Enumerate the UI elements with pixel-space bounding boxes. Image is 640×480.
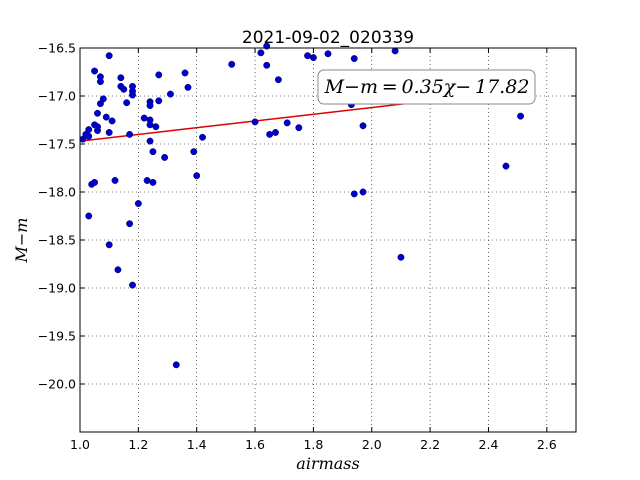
y-tick-label: −20.0: [38, 377, 76, 392]
data-point: [146, 121, 154, 129]
x-tick-label: 2.4: [479, 437, 499, 452]
data-point: [94, 109, 101, 117]
annotation-text: M−m = 0.35χ− 17.82: [324, 76, 530, 98]
data-point: [184, 83, 192, 91]
data-point: [283, 119, 291, 127]
x-tick-label: 2.6: [537, 437, 557, 452]
y-tick-label: −19.0: [38, 281, 76, 296]
data-point: [359, 122, 367, 130]
y-tick-label: −16.5: [38, 41, 76, 56]
data-point: [228, 60, 236, 68]
data-point: [105, 52, 113, 60]
y-axis-label: M−m: [12, 218, 31, 264]
data-point: [263, 61, 271, 69]
data-point: [126, 220, 134, 228]
data-point: [114, 266, 122, 274]
data-point: [324, 50, 332, 58]
data-point: [155, 97, 163, 105]
data-point: [359, 188, 367, 196]
data-point: [126, 130, 134, 138]
data-point: [172, 361, 180, 369]
x-axis-label: airmass: [296, 454, 359, 473]
y-tick-label: −18.0: [38, 185, 76, 200]
data-point: [105, 129, 113, 136]
data-point: [94, 127, 101, 135]
data-point: [295, 124, 303, 132]
x-tick-label: 1.0: [70, 437, 90, 452]
data-point: [102, 113, 110, 121]
data-point: [129, 91, 136, 99]
data-point: [96, 73, 104, 81]
data-point: [274, 76, 282, 84]
data-point: [350, 55, 358, 63]
data-point: [266, 130, 274, 138]
data-point: [391, 47, 399, 55]
y-tick-label: −18.5: [38, 233, 76, 248]
data-point: [91, 67, 99, 75]
chart-title: 2021-09-02_020339: [242, 28, 414, 48]
data-point: [129, 281, 136, 289]
data-point: [140, 114, 148, 122]
y-tick-label: −19.5: [38, 329, 76, 344]
data-point: [123, 99, 131, 107]
y-axis-ticks: −16.5 −17.0 −17.5 −18.0 −18.5 −19.0 −19.5 −20.0: [38, 41, 576, 392]
data-point: [502, 162, 510, 170]
y-tick-label: −17.0: [38, 89, 76, 104]
plot-area: [79, 42, 525, 369]
y-tick-label: −17.5: [38, 137, 76, 152]
data-point: [272, 129, 279, 136]
data-point: [85, 132, 93, 140]
data-point: [91, 178, 99, 186]
data-point: [181, 69, 189, 77]
annotation-box: [317, 69, 536, 105]
data-point: [143, 177, 151, 184]
x-tick-label: 1.2: [128, 437, 148, 452]
x-tick-label: 2.2: [420, 437, 440, 452]
data-point: [517, 112, 525, 120]
x-tick-label: 1.4: [187, 437, 207, 452]
data-points: [79, 42, 525, 369]
data-point: [155, 71, 163, 79]
data-point: [304, 52, 312, 60]
data-point: [251, 118, 259, 126]
x-tick-label: 1.8: [303, 437, 323, 452]
data-point: [257, 49, 265, 57]
fit-equation-annotation: M−m = 0.35χ− 17.82: [317, 69, 536, 105]
data-point: [397, 253, 405, 261]
data-point: [146, 137, 154, 145]
data-point: [161, 153, 169, 161]
data-point: [152, 123, 160, 131]
data-point: [85, 212, 93, 220]
data-point: [166, 90, 174, 98]
data-point: [199, 133, 206, 141]
x-tick-label: 1.6: [245, 437, 265, 452]
data-point: [105, 241, 113, 249]
data-point: [120, 85, 128, 93]
data-point: [149, 148, 157, 156]
data-point: [108, 117, 116, 125]
data-point: [117, 74, 125, 82]
data-point: [99, 95, 107, 103]
data-point: [85, 126, 93, 134]
data-point: [350, 190, 358, 198]
data-point: [149, 178, 157, 186]
data-point: [111, 177, 119, 184]
x-tick-label: 2.0: [362, 437, 382, 452]
data-point: [146, 102, 154, 110]
x-axis-ticks: 1.0 1.2 1.4 1.6 1.8 2.0 2.2 2.4 2.6: [70, 48, 557, 452]
data-point: [193, 172, 201, 180]
data-point: [190, 148, 198, 156]
data-point: [134, 200, 142, 207]
data-point: [309, 54, 317, 62]
